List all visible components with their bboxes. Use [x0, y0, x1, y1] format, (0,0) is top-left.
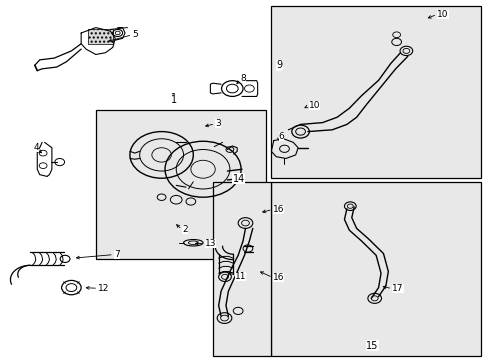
Text: 3: 3	[215, 119, 221, 128]
Text: 2: 2	[182, 225, 187, 234]
Text: 10: 10	[436, 10, 447, 19]
Text: 5: 5	[132, 30, 138, 39]
Text: 1: 1	[170, 93, 177, 103]
Text: 4: 4	[34, 143, 40, 152]
Text: 17: 17	[391, 284, 403, 293]
Text: 14: 14	[232, 174, 244, 184]
Text: 7: 7	[114, 250, 120, 259]
Bar	[88, 30, 113, 44]
Text: 10: 10	[308, 101, 320, 110]
Text: 8: 8	[240, 75, 246, 84]
Text: 9: 9	[276, 60, 282, 70]
Text: 1: 1	[170, 95, 177, 105]
Text: 16: 16	[272, 273, 284, 282]
Bar	[212, 182, 271, 356]
Text: 16: 16	[272, 205, 284, 214]
Text: 11: 11	[234, 271, 246, 280]
Text: 6: 6	[278, 132, 284, 141]
Bar	[271, 182, 480, 356]
Bar	[96, 110, 266, 259]
Text: 13: 13	[204, 239, 216, 248]
Text: 12: 12	[98, 284, 109, 293]
Text: 15: 15	[366, 341, 378, 351]
Bar	[271, 6, 480, 178]
